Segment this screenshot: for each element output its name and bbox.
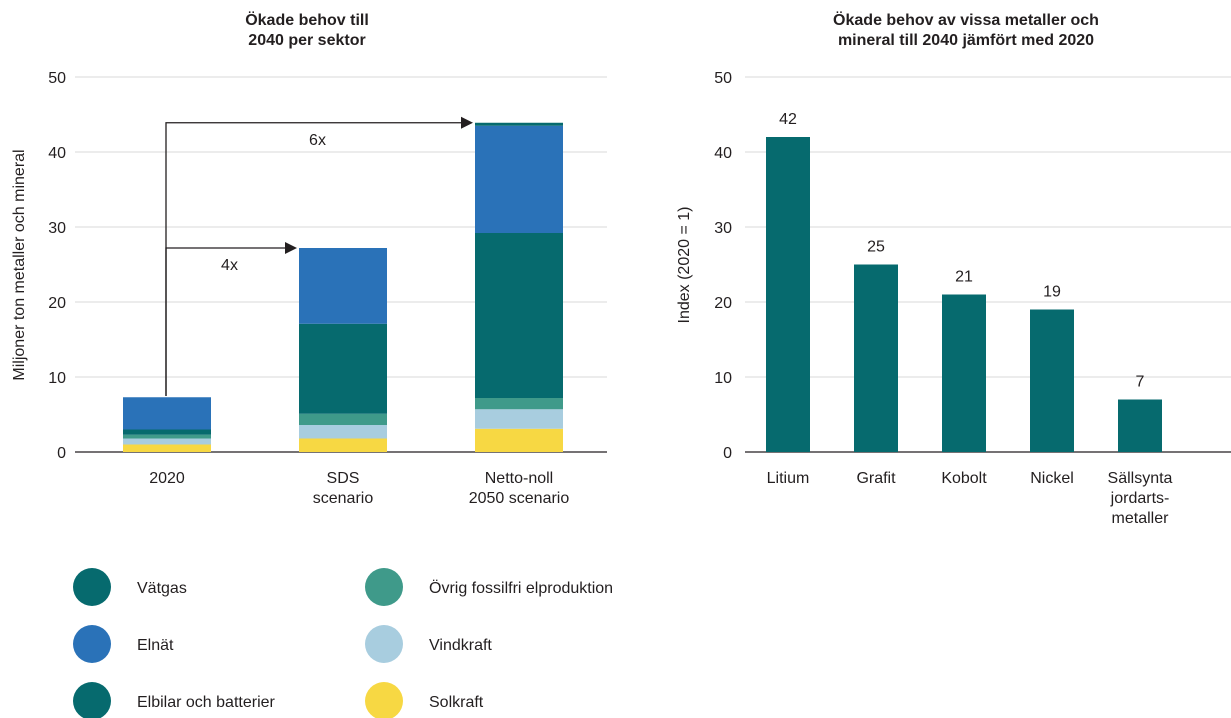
index-bar-chart: Ökade behov av vissa metaller och mineral… [676,10,1231,527]
x-tick-label: SDS scenario [313,470,374,507]
legend-label: Solkraft [429,694,484,711]
y-tick-label: 20 [48,295,66,312]
legend-swatch [73,682,111,718]
growth-label: 6x [309,132,326,149]
bar [766,137,810,452]
x-tick-label: Litium [767,470,810,487]
bar-segment [123,397,211,430]
bar-segment [123,438,211,445]
bar-segment [299,413,387,425]
y-tick-label: 10 [48,370,66,387]
bar-segment [475,428,563,452]
growth-label: 4x [221,257,238,274]
x-tick-label: Netto-noll 2050 scenario [469,470,570,507]
data-label: 19 [1043,284,1061,301]
y-tick-label: 40 [714,145,732,162]
bar-segment [475,122,563,126]
bar [854,264,898,452]
legend-label: Vindkraft [429,637,492,654]
chart-title: Ökade behov till 2040 per sektor [245,10,369,49]
y-tick-label: 20 [714,295,732,312]
legend-swatch [73,568,111,606]
bar-segment [123,444,211,452]
legend-label: Elbilar och batterier [137,694,276,711]
bar-segment [123,434,211,439]
bar-segment [475,409,563,429]
legend-swatch [365,568,403,606]
y-tick-label: 0 [723,445,732,462]
y-tick-label: 30 [714,220,732,237]
bar-segment [475,233,563,398]
data-label: 7 [1136,374,1145,391]
bar-segment [475,125,563,233]
growth-arrow-head [461,116,473,129]
chart-title: Ökade behov av vissa metaller och mineral… [833,10,1099,49]
stacked-bar-chart: Ökade behov till 2040 per sektor 0 10 20 30 40… [11,10,607,507]
legend-label: Elnät [137,637,174,654]
y-tick-label: 30 [48,220,66,237]
x-tick-label: Nickel [1030,470,1074,487]
bar-segment [299,248,387,324]
legend: Vätgas Elnät Elbilar och batterier Övrig fo… [73,568,613,718]
bar-segment [299,425,387,439]
bar-segment [475,398,563,410]
y-tick-label: 40 [48,145,66,162]
bar [1030,309,1074,452]
legend-swatch [365,682,403,718]
legend-label: Övrig fossilfri elproduktion [429,579,613,597]
x-tick-label: Kobolt [941,470,987,487]
legend-label: Vätgas [137,580,187,597]
bar-segment [299,323,387,414]
x-tick-label: Grafit [856,470,896,487]
bar [1118,399,1162,452]
bar-segment [123,429,211,435]
x-tick-label: 2020 [149,470,185,487]
y-tick-label: 50 [48,70,66,87]
y-axis-label: Index (2020 = 1) [676,207,693,324]
data-label: 21 [955,269,973,286]
bar [942,294,986,452]
data-label: 42 [779,111,797,128]
growth-arrow-head [285,242,297,254]
data-label: 25 [867,239,885,256]
y-tick-label: 50 [714,70,732,87]
legend-swatch [73,625,111,663]
legend-swatch [365,625,403,663]
bar-segment [299,438,387,452]
y-tick-label: 0 [57,445,66,462]
y-tick-label: 10 [714,370,732,387]
y-axis-label: Miljoner ton metaller och mineral [11,149,28,380]
x-tick-label: Sällsynta jordarts-metaller [1108,470,1173,527]
growth-arrow-line [165,122,461,396]
